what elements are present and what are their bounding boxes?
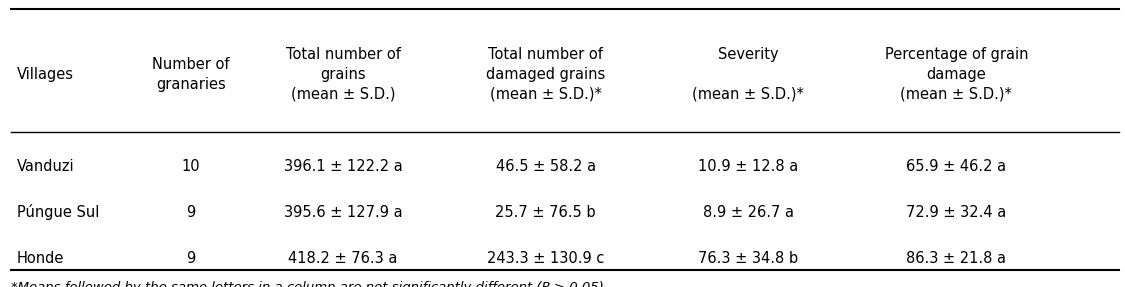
Text: 243.3 ± 130.9 c: 243.3 ± 130.9 c	[487, 251, 604, 266]
Text: 395.6 ± 127.9 a: 395.6 ± 127.9 a	[284, 205, 403, 220]
Text: 10.9 ± 12.8 a: 10.9 ± 12.8 a	[698, 159, 799, 174]
Text: Total number of
grains
(mean ± S.D.): Total number of grains (mean ± S.D.)	[286, 47, 400, 102]
Text: 72.9 ± 32.4 a: 72.9 ± 32.4 a	[906, 205, 1007, 220]
Text: Púngue Sul: Púngue Sul	[17, 204, 99, 220]
Text: 76.3 ± 34.8 b: 76.3 ± 34.8 b	[698, 251, 799, 266]
Text: 25.7 ± 76.5 b: 25.7 ± 76.5 b	[495, 205, 596, 220]
Text: Severity

(mean ± S.D.)*: Severity (mean ± S.D.)*	[692, 47, 804, 102]
Text: Percentage of grain
damage
(mean ± S.D.)*: Percentage of grain damage (mean ± S.D.)…	[884, 47, 1028, 102]
Text: Vanduzi: Vanduzi	[17, 159, 74, 174]
Text: 418.2 ± 76.3 a: 418.2 ± 76.3 a	[288, 251, 398, 266]
Text: Number of
granaries: Number of granaries	[153, 57, 229, 92]
Text: Total number of
damaged grains
(mean ± S.D.)*: Total number of damaged grains (mean ± S…	[486, 47, 605, 102]
Text: Villages: Villages	[17, 67, 74, 82]
Text: *Means followed by the same letters in a column are not significantly different : *Means followed by the same letters in a…	[11, 281, 609, 287]
Text: 9: 9	[187, 251, 196, 266]
Text: 396.1 ± 122.2 a: 396.1 ± 122.2 a	[284, 159, 403, 174]
Text: Honde: Honde	[17, 251, 64, 266]
Text: 8.9 ± 26.7 a: 8.9 ± 26.7 a	[703, 205, 793, 220]
Text: 65.9 ± 46.2 a: 65.9 ± 46.2 a	[907, 159, 1007, 174]
Text: 86.3 ± 21.8 a: 86.3 ± 21.8 a	[907, 251, 1006, 266]
Text: 46.5 ± 58.2 a: 46.5 ± 58.2 a	[495, 159, 596, 174]
Text: 10: 10	[182, 159, 200, 174]
Text: 9: 9	[187, 205, 196, 220]
